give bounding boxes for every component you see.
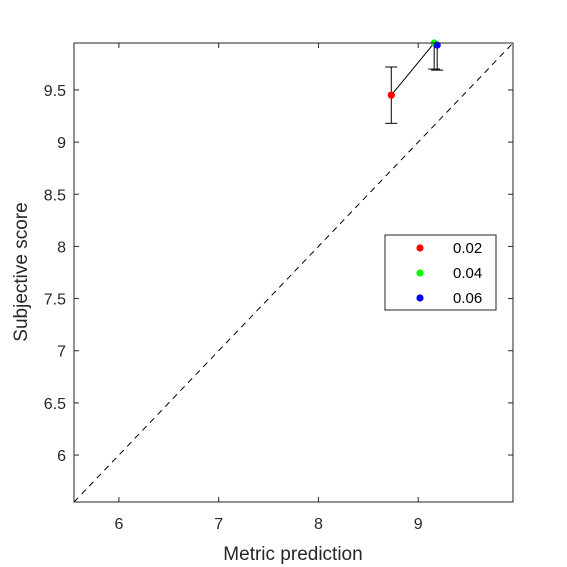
x-tick-label: 8 xyxy=(314,516,323,533)
y-tick-label: 7 xyxy=(57,344,66,361)
y-tick-label: 6.5 xyxy=(44,396,66,413)
legend-label-0.06: 0.06 xyxy=(453,290,482,307)
legend-marker-0.02 xyxy=(416,244,424,252)
legend-label-0.02: 0.02 xyxy=(453,240,482,257)
x-tick-label: 7 xyxy=(214,516,223,533)
y-tick-label: 6 xyxy=(57,448,66,465)
legend-label-0.04: 0.04 xyxy=(453,265,482,282)
y-axis-label: Subjective score xyxy=(11,202,32,341)
x-axis-label: Metric prediction xyxy=(223,544,362,565)
legend-marker-0.04 xyxy=(416,269,424,277)
legend-box xyxy=(384,234,497,311)
data-point-0.02 xyxy=(387,91,395,99)
y-tick-label: 7.5 xyxy=(44,292,66,309)
identity-reference-line xyxy=(73,42,514,503)
y-tick-label: 8 xyxy=(57,239,66,256)
y-tick-label: 9.5 xyxy=(44,83,66,100)
x-tick-label: 6 xyxy=(114,516,123,533)
y-axis: 6 6.5 7 7.5 8 8.5 9 9.5 xyxy=(44,83,513,465)
plot-frame xyxy=(73,42,514,503)
legend-marker-0.06 xyxy=(416,294,424,302)
x-axis: 6 7 8 9 xyxy=(114,43,423,533)
y-tick-label: 8.5 xyxy=(44,187,66,204)
reference-layer xyxy=(73,42,514,503)
y-tick-label: 9 xyxy=(57,135,66,152)
legend: 0.02 0.04 0.06 xyxy=(384,234,497,311)
x-tick-label: 9 xyxy=(414,516,423,533)
